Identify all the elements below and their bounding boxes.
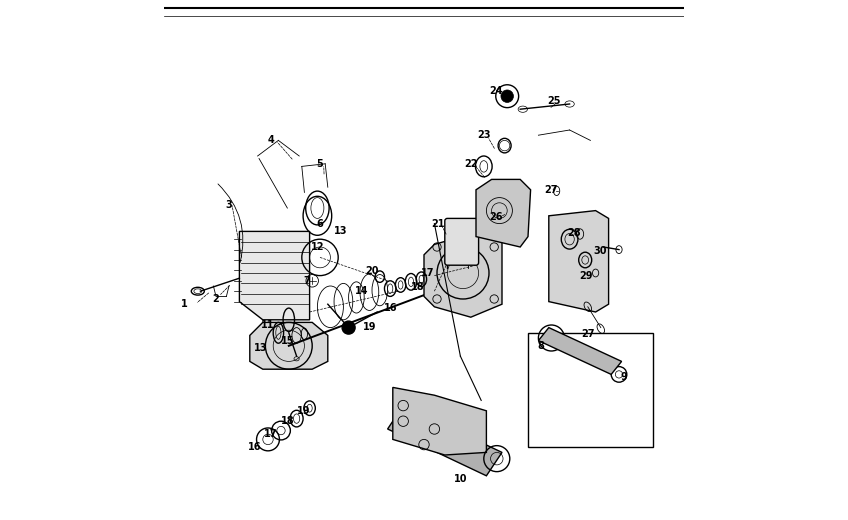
Text: 26: 26 bbox=[489, 212, 503, 223]
Polygon shape bbox=[393, 387, 487, 455]
Text: 13: 13 bbox=[334, 226, 348, 237]
Text: 9: 9 bbox=[621, 372, 628, 382]
Text: 8: 8 bbox=[538, 341, 544, 351]
Text: 7: 7 bbox=[304, 276, 310, 286]
Polygon shape bbox=[538, 328, 622, 374]
Text: 2: 2 bbox=[213, 294, 220, 304]
Text: 30: 30 bbox=[593, 245, 606, 256]
Text: 10: 10 bbox=[454, 474, 467, 485]
Text: 6: 6 bbox=[316, 218, 323, 229]
Text: 24: 24 bbox=[489, 86, 503, 96]
Text: 4: 4 bbox=[267, 135, 274, 146]
Text: 21: 21 bbox=[432, 218, 445, 229]
Bar bbox=[528, 333, 653, 447]
Text: 27: 27 bbox=[544, 185, 558, 195]
Text: 17: 17 bbox=[421, 268, 435, 278]
Text: 13: 13 bbox=[254, 343, 267, 354]
Text: 16: 16 bbox=[248, 442, 262, 452]
Polygon shape bbox=[388, 406, 502, 476]
Text: 28: 28 bbox=[567, 228, 581, 238]
Text: 20: 20 bbox=[365, 266, 379, 277]
Text: 23: 23 bbox=[477, 130, 490, 140]
Polygon shape bbox=[424, 234, 502, 317]
Polygon shape bbox=[476, 179, 531, 247]
Polygon shape bbox=[549, 211, 609, 312]
Text: 11: 11 bbox=[261, 320, 275, 330]
Polygon shape bbox=[250, 322, 328, 369]
Text: 27: 27 bbox=[581, 329, 594, 339]
Text: 12: 12 bbox=[310, 242, 324, 252]
Text: 18: 18 bbox=[411, 282, 425, 292]
Text: 29: 29 bbox=[579, 270, 593, 281]
Text: 17: 17 bbox=[264, 429, 277, 439]
Text: 22: 22 bbox=[464, 159, 477, 169]
Text: 5: 5 bbox=[316, 159, 323, 169]
Text: 19: 19 bbox=[297, 406, 310, 416]
Polygon shape bbox=[239, 231, 310, 320]
Text: 16: 16 bbox=[383, 303, 397, 313]
Text: 19: 19 bbox=[363, 321, 377, 332]
Text: 1: 1 bbox=[181, 299, 188, 309]
FancyBboxPatch shape bbox=[445, 218, 478, 265]
Text: 3: 3 bbox=[226, 200, 232, 211]
Text: 25: 25 bbox=[547, 96, 561, 107]
Ellipse shape bbox=[342, 321, 355, 334]
Circle shape bbox=[501, 90, 513, 102]
Text: 18: 18 bbox=[281, 416, 294, 426]
Text: 14: 14 bbox=[354, 286, 368, 296]
Text: 15: 15 bbox=[281, 335, 294, 346]
